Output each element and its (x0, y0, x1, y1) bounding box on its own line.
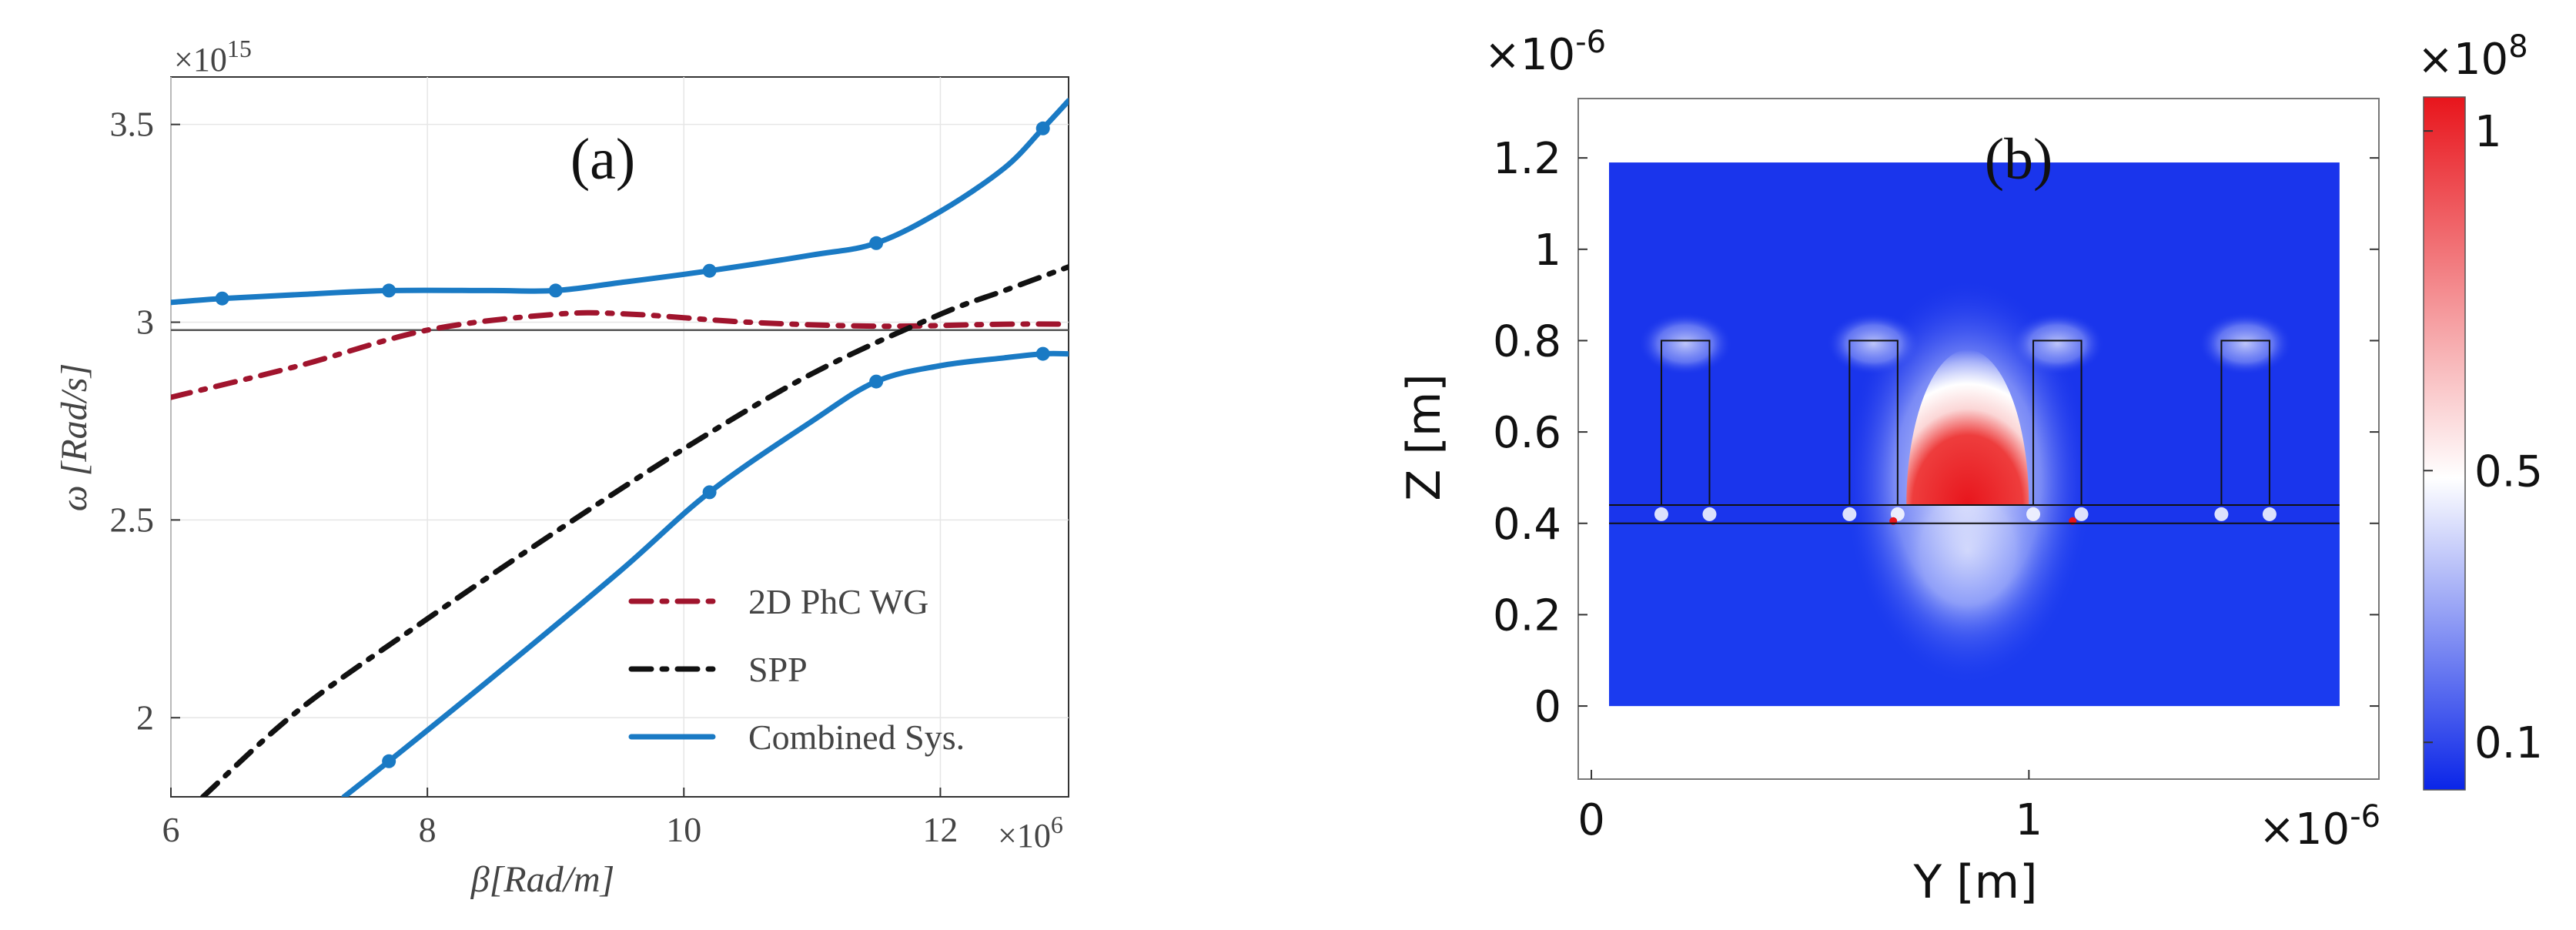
legend-label: 2D PhC WG (748, 582, 928, 621)
interface-hotspot (1654, 507, 1668, 521)
series-line-0 (171, 309, 1069, 400)
panel-label-b: (b) (1985, 127, 2053, 192)
x-multiplier-a: ×106 (998, 811, 1063, 855)
heatmap-field (1609, 162, 2340, 707)
interface-hotspot (1702, 507, 1717, 521)
legend-label: Combined Sys. (748, 718, 965, 757)
colorbar-tick-label: 0.1 (2474, 718, 2543, 768)
interface-hotspot (2074, 507, 2089, 521)
x-tick-label: 10 (666, 810, 701, 849)
x-ticks-a: 6 8 10 12 (162, 788, 958, 849)
y-tick-label: 0.4 (1493, 500, 1561, 550)
y-axis-label-b: Z [m] (1397, 373, 1451, 500)
y-tick-label: 1 (1534, 226, 1561, 276)
colorbar-multiplier: ×108 (2417, 29, 2528, 85)
x-multiplier-b: ×10-6 (2259, 799, 2380, 855)
rod-glow (1639, 313, 1732, 375)
y-tick-label: 1.2 (1493, 134, 1561, 184)
field-hotspot (1906, 350, 2029, 506)
y-tick-label: 3 (136, 303, 154, 342)
colorbar (2423, 96, 2466, 791)
gridlines-a (170, 77, 1069, 797)
x-axis-label-b: Y [m] (1913, 855, 2038, 909)
y-tick-label: 0.6 (1493, 408, 1561, 458)
interface-hotspot (1842, 507, 1857, 521)
interface-hotspot (2214, 507, 2229, 521)
panel-label-a: (a) (570, 127, 635, 192)
series-marker (869, 374, 884, 389)
series-marker (702, 263, 717, 278)
series-marker (702, 485, 717, 500)
series-marker (548, 283, 563, 298)
rod-glow (2199, 313, 2292, 375)
y-tick-label: 3.5 (110, 105, 155, 144)
markers-a (215, 121, 1050, 768)
y-ticks-b: 0 0.2 0.4 0.6 0.8 1 1.2 (1493, 134, 2379, 732)
y-tick-label: 2 (136, 698, 154, 737)
colorbar-tick-label: 1 (2474, 107, 2502, 157)
interface-hotspot (2026, 507, 2041, 521)
y-ticks-a: 2 2.5 3 3.5 (110, 105, 180, 737)
series-marker (215, 291, 229, 306)
y-tick-label: 2.5 (110, 500, 155, 539)
x-tick-label: 12 (922, 810, 958, 849)
colorbar-ticks: 1 0.5 0.1 (2424, 107, 2543, 768)
series-marker (869, 236, 884, 250)
x-tick-label: 1 (2016, 795, 2043, 845)
x-tick-label: 0 (1577, 795, 1605, 845)
y-tick-label: 0.8 (1493, 316, 1561, 366)
series-line-2 (171, 98, 1069, 306)
rod-glow (1827, 313, 1920, 375)
x-tick-label: 6 (162, 810, 180, 849)
x-axis-label-a: β[Rad/m] (470, 859, 615, 900)
panel-a: 6 8 10 12 2 2.5 3 3.5 ×1015 ×106 β[Rad/m] ω [R… (54, 35, 1069, 900)
legend-label: SPP (748, 650, 808, 689)
y-multiplier-a: ×1015 (174, 35, 252, 79)
series-marker (1035, 121, 1050, 135)
series-marker (382, 754, 396, 768)
x-tick-label: 8 (419, 810, 437, 849)
series-marker (382, 283, 396, 298)
y-tick-label: 0.2 (1493, 590, 1561, 641)
series-line-3 (341, 350, 1069, 797)
y-axis-label-a: ω [Rad/s] (54, 363, 95, 512)
colorbar-tick-label: 0.5 (2474, 447, 2543, 497)
series-lines-a (171, 98, 1069, 797)
y-multiplier-b: ×10-6 (1484, 25, 1606, 80)
series-marker (1035, 346, 1050, 361)
rod-glow (2011, 313, 2104, 375)
series-line-1 (200, 264, 1069, 797)
legend-a: 2D PhC WG SPP Combined Sys. (628, 582, 965, 757)
y-tick-label: 0 (1534, 682, 1561, 732)
interface-hotspot (2262, 507, 2277, 521)
